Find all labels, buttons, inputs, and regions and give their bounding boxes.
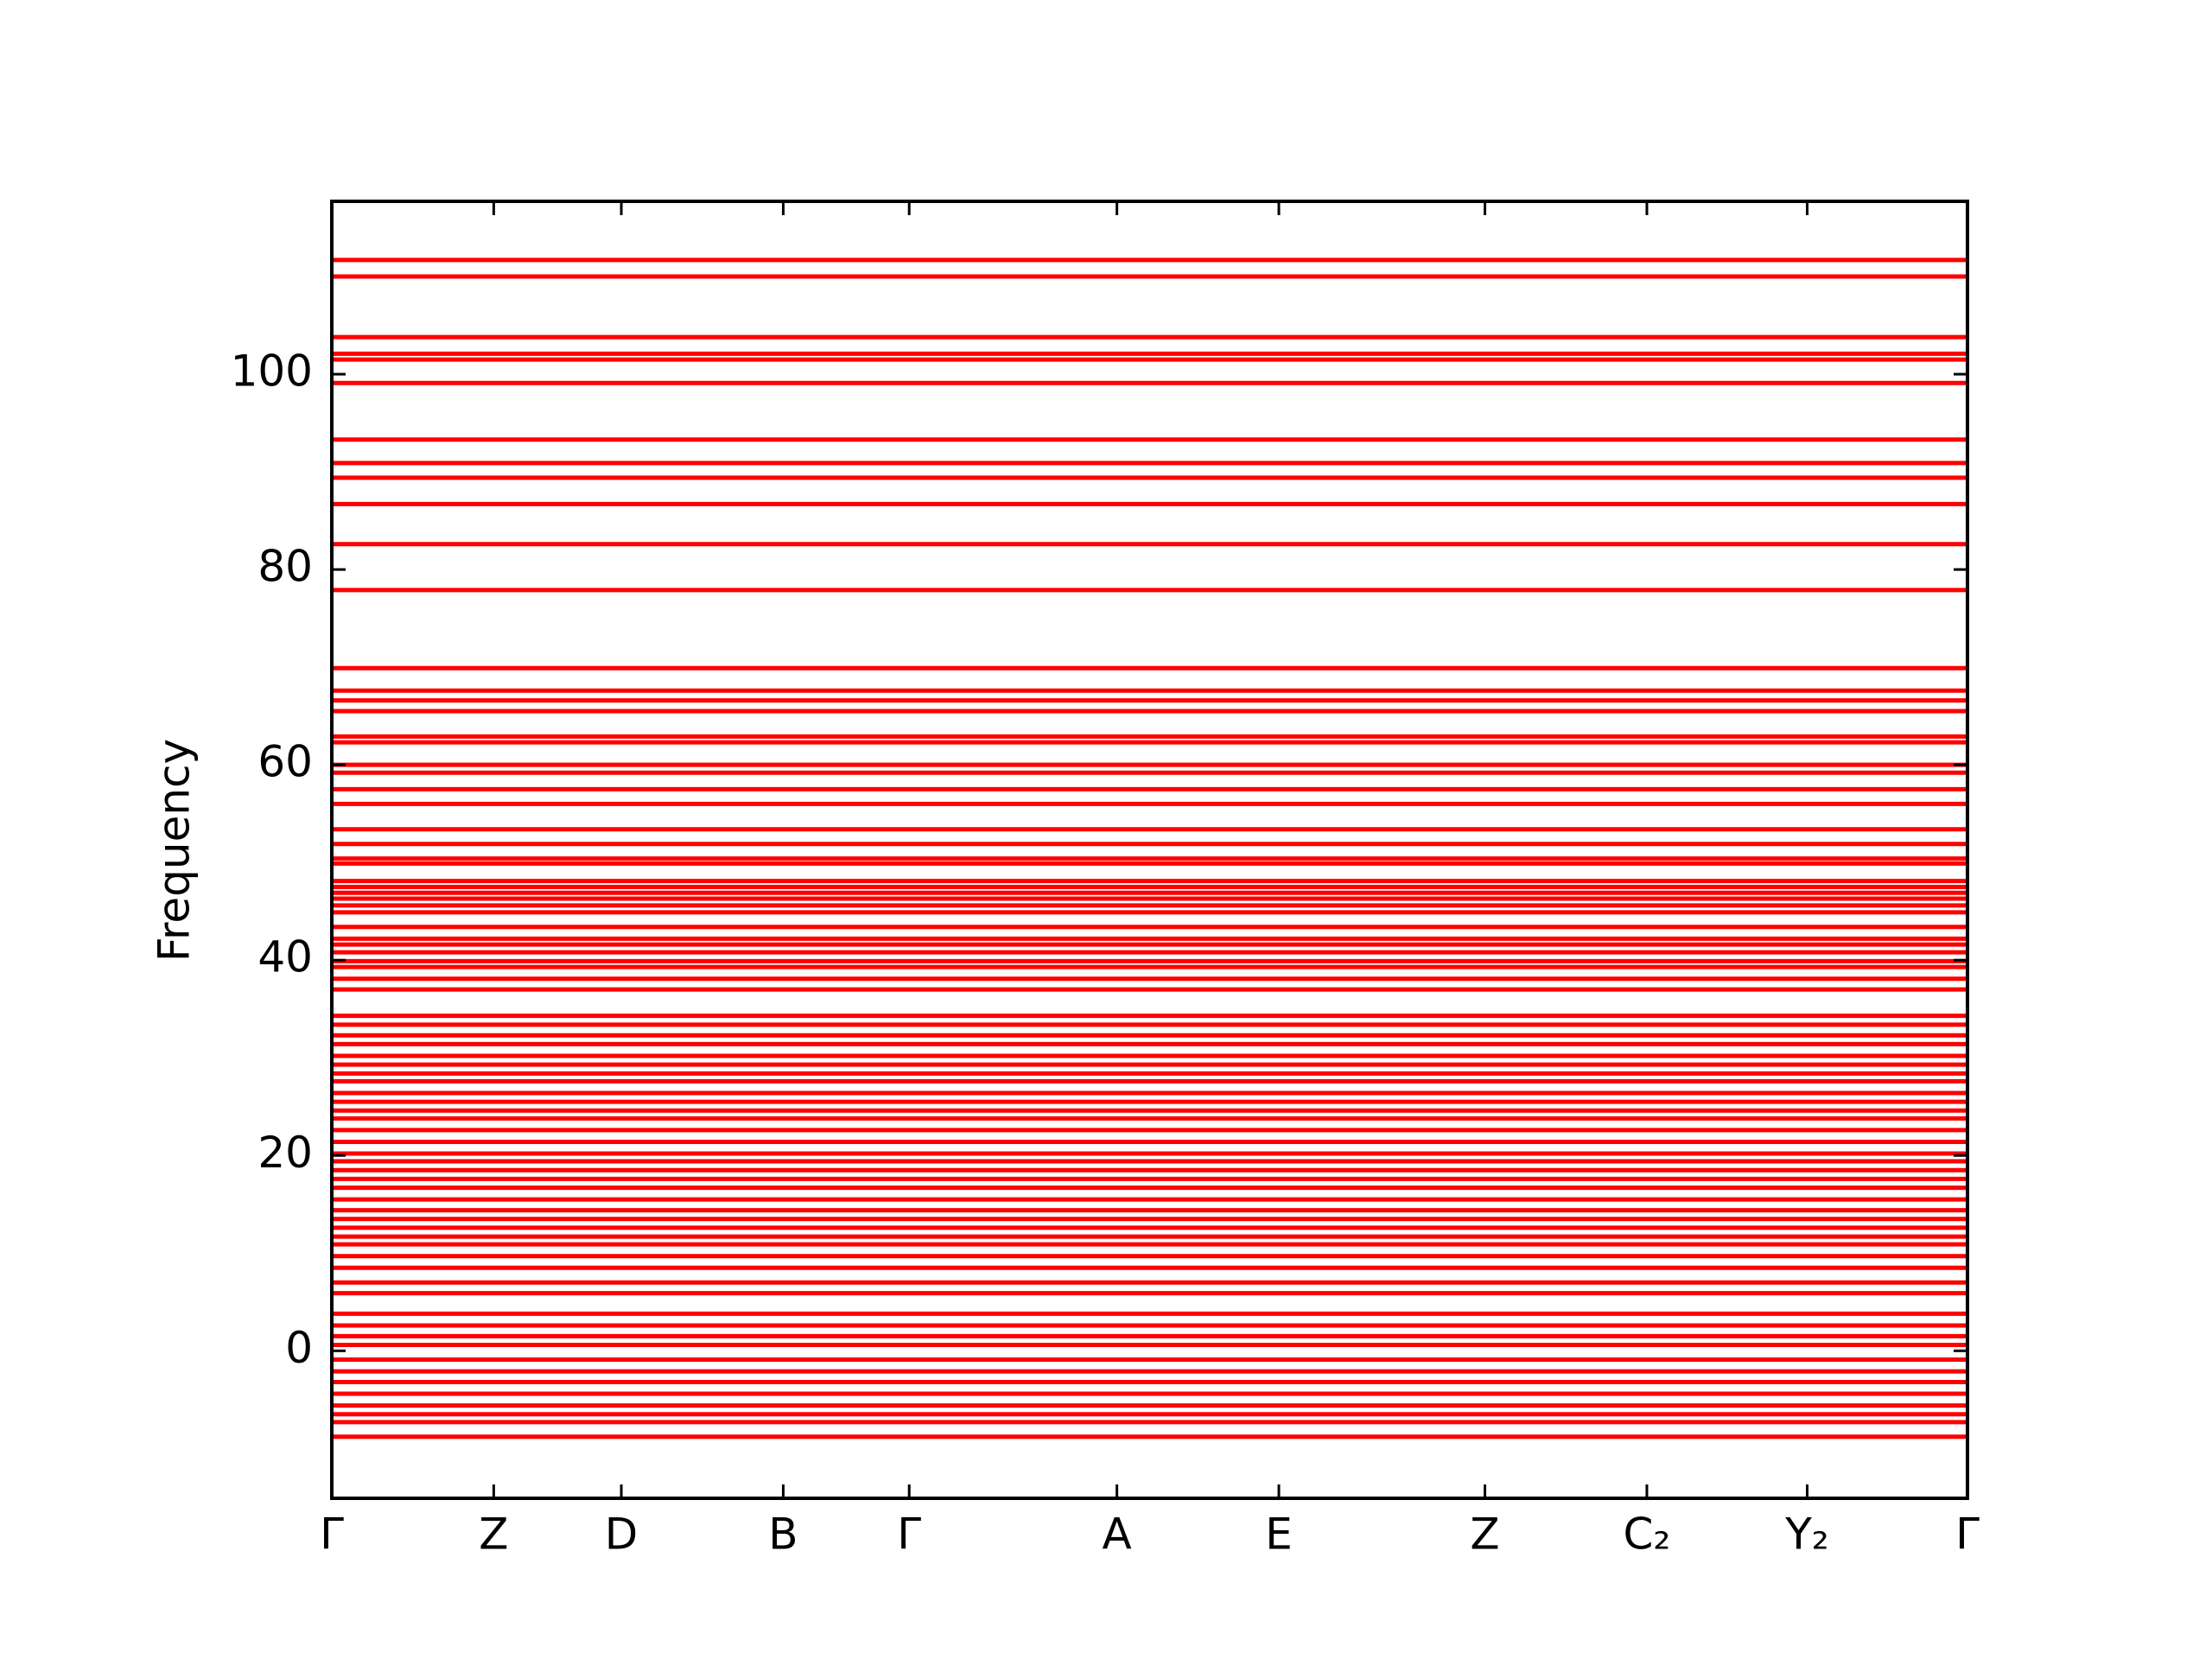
y-tick-label: 0 [285, 1323, 313, 1373]
x-tick-label: C₂ [1623, 1510, 1670, 1560]
y-tick-label: 80 [257, 542, 313, 592]
y-tick-label: 100 [231, 346, 313, 397]
y-tick-label: 60 [257, 737, 313, 787]
x-tick-label: Z [479, 1510, 508, 1560]
x-tick-label: A [1103, 1510, 1132, 1560]
plot-frame [330, 200, 1969, 1500]
x-tick-label: Γ [320, 1510, 344, 1560]
y-axis-label: Frequency [149, 739, 200, 962]
x-tick-label: B [768, 1510, 798, 1560]
x-tick-label: Z [1470, 1510, 1499, 1560]
x-tick-label: Γ [1955, 1510, 1980, 1560]
y-tick-label: 40 [257, 932, 313, 982]
x-tick-label: E [1265, 1510, 1293, 1560]
x-tick-label: Y₂ [1784, 1510, 1829, 1560]
x-tick-label: Γ [897, 1510, 921, 1560]
x-tick-label: D [605, 1510, 639, 1560]
y-tick-label: 20 [257, 1128, 313, 1178]
